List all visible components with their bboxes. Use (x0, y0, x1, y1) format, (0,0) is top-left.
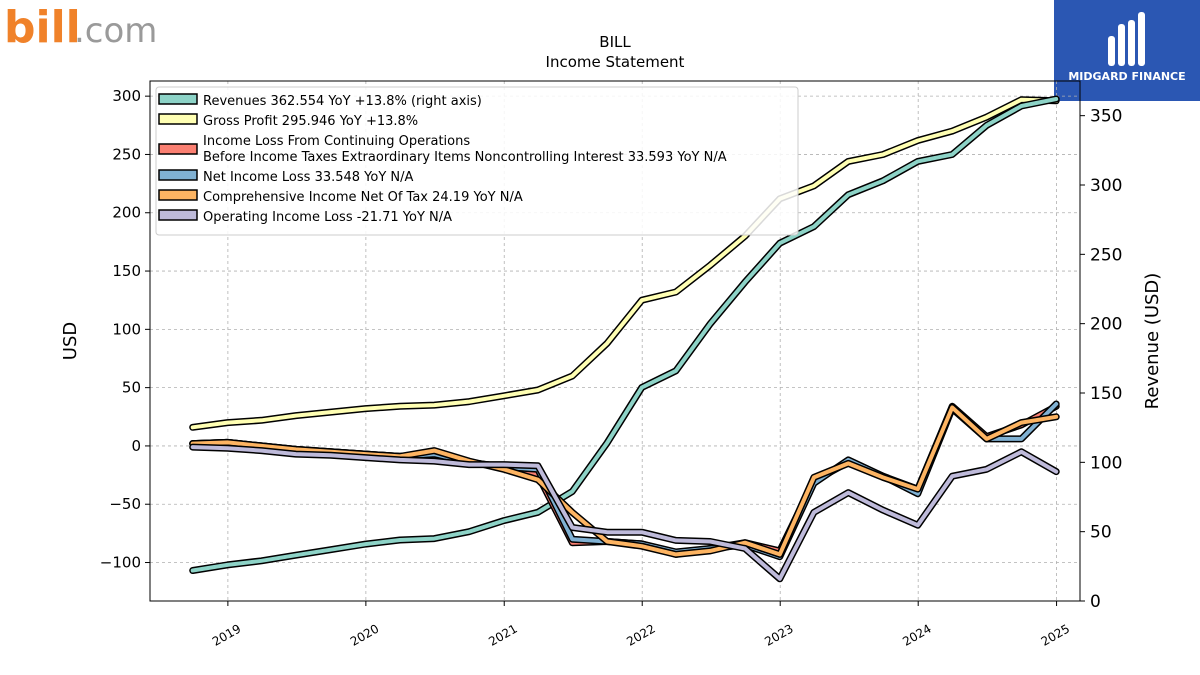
y-tick-label: 250 (112, 145, 141, 163)
y-tick-label: 0 (131, 437, 141, 455)
x-tick-label: 2025 (1039, 621, 1072, 648)
legend-label: Revenues 362.554 YoY +13.8% (right axis) (203, 94, 482, 109)
y-tick-label: −50 (109, 495, 141, 513)
legend-swatch (158, 169, 198, 181)
x-tick-label: 2024 (900, 621, 933, 648)
legend-label: Gross Profit 295.946 YoY +13.8% (203, 114, 418, 129)
legend-box (155, 86, 799, 236)
y-tick-label: 50 (122, 379, 141, 397)
x-axis-ticks: 2019 2020 2021 2022 2023 2024 2025 (210, 601, 1072, 649)
x-tick-label: 2019 (210, 621, 243, 648)
legend-swatch (158, 143, 198, 155)
right-axis-ticks: 0 50 100 150 200 250 300 350 (1080, 107, 1122, 612)
y-tick-label: −100 (100, 554, 141, 572)
logo-com-text: .com (74, 11, 157, 46)
series-line-0 (190, 97, 1059, 573)
legend-label: Operating Income Loss -21.71 YoY N/A (203, 210, 452, 225)
legend-label: Comprehensive Income Net Of Tax 24.19 Yo… (203, 190, 523, 205)
legend-swatch (158, 189, 198, 201)
y-right-tick-label: 150 (1090, 384, 1122, 404)
x-tick-label: 2022 (624, 621, 657, 648)
midgard-finance-label: MIDGARD FINANCE (1068, 70, 1186, 83)
x-tick-label: 2021 (486, 621, 519, 648)
y-right-tick-label: 0 (1090, 592, 1101, 612)
chart-subtitle: Income Statement (546, 53, 685, 71)
y-right-tick-label: 100 (1090, 453, 1122, 473)
series-line-5 (190, 445, 1059, 581)
y-axis-right-label: Revenue (USD) (1142, 273, 1163, 410)
y-right-tick-label: 200 (1090, 315, 1122, 335)
y-tick-label: 150 (112, 262, 141, 280)
y-right-tick-label: 300 (1090, 176, 1122, 196)
midgard-emblem-icon (1108, 12, 1145, 66)
y-right-tick-label: 50 (1090, 523, 1112, 543)
legend-swatch (158, 113, 198, 125)
y-tick-label: 100 (112, 320, 141, 338)
legend-swatch (158, 209, 198, 221)
y-tick-label: 300 (112, 87, 141, 105)
y-axis-label: USD (60, 322, 81, 360)
legend-label: Net Income Loss 33.548 YoY N/A (203, 170, 414, 185)
plot-frame (149, 80, 1081, 602)
y-tick-label: 200 (112, 204, 141, 222)
bill-com-logo: bill .com (4, 2, 174, 53)
logo-bill-text: bill (4, 4, 81, 46)
legend-label: Before Income Taxes Extraordinary Items … (203, 150, 727, 165)
y-right-tick-label: 250 (1090, 245, 1122, 265)
series-line-1 (190, 97, 1059, 430)
legend: Revenues 362.554 YoY +13.8% (right axis)… (155, 86, 799, 236)
series-lines (189, 95, 1060, 583)
legend-label: Income Loss From Continuing Operations (203, 134, 470, 149)
midgard-finance-logo: MIDGARD FINANCE (1054, 0, 1200, 101)
x-tick-label: 2023 (762, 621, 795, 648)
x-tick-label: 2020 (348, 621, 381, 648)
legend-swatch (158, 93, 198, 105)
chart-title: BILL (599, 33, 631, 51)
left-axis-ticks: −100 −50 0 50 100 150 200 250 300 (100, 87, 150, 572)
y-right-tick-label: 350 (1090, 107, 1122, 127)
